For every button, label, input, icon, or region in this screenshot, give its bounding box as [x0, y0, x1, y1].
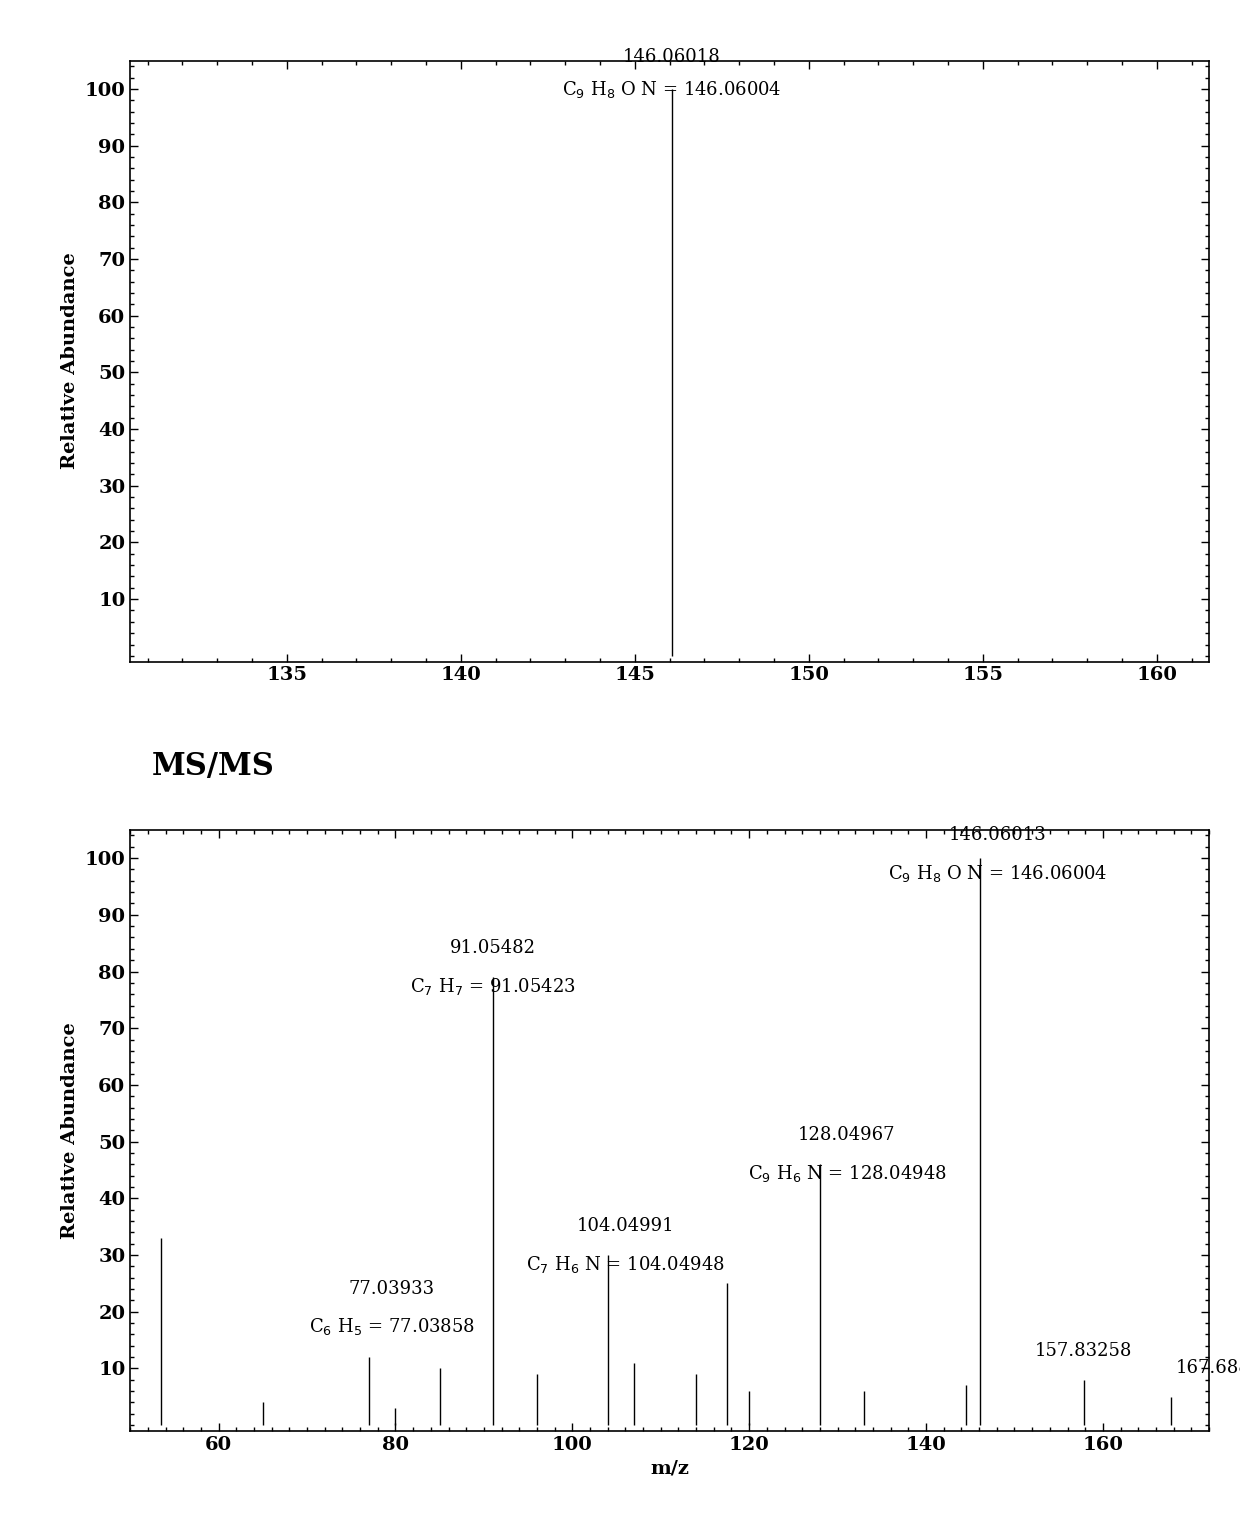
Text: MS/MS: MS/MS: [151, 751, 274, 781]
Text: C$_{6}$ H$_{5}$ = 77.03858: C$_{6}$ H$_{5}$ = 77.03858: [309, 1316, 475, 1337]
Text: 146.06013: 146.06013: [949, 827, 1047, 843]
Y-axis label: Relative Abundance: Relative Abundance: [61, 1022, 79, 1238]
Text: C$_{9}$ H$_{6}$ N = 128.04948: C$_{9}$ H$_{6}$ N = 128.04948: [748, 1163, 946, 1184]
Text: C$_{9}$ H$_{8}$ O N = 146.06004: C$_{9}$ H$_{8}$ O N = 146.06004: [562, 79, 781, 100]
Y-axis label: Relative Abundance: Relative Abundance: [61, 253, 79, 469]
Text: 104.04991: 104.04991: [577, 1217, 675, 1235]
Text: C$_{7}$ H$_{6}$ N = 104.04948: C$_{7}$ H$_{6}$ N = 104.04948: [527, 1254, 725, 1275]
Text: 146.06018: 146.06018: [622, 48, 720, 67]
X-axis label: m/z: m/z: [650, 1459, 689, 1478]
Text: 157.83258: 157.83258: [1035, 1341, 1132, 1360]
Text: C$_{7}$ H$_{7}$ = 91.05423: C$_{7}$ H$_{7}$ = 91.05423: [410, 977, 577, 998]
Text: 91.05482: 91.05482: [450, 939, 536, 957]
Text: 167.68828: 167.68828: [1176, 1360, 1240, 1376]
Text: 77.03933: 77.03933: [348, 1279, 434, 1297]
Text: C$_{9}$ H$_{8}$ O N = 146.06004: C$_{9}$ H$_{8}$ O N = 146.06004: [888, 863, 1107, 884]
Text: 128.04967: 128.04967: [799, 1126, 895, 1145]
